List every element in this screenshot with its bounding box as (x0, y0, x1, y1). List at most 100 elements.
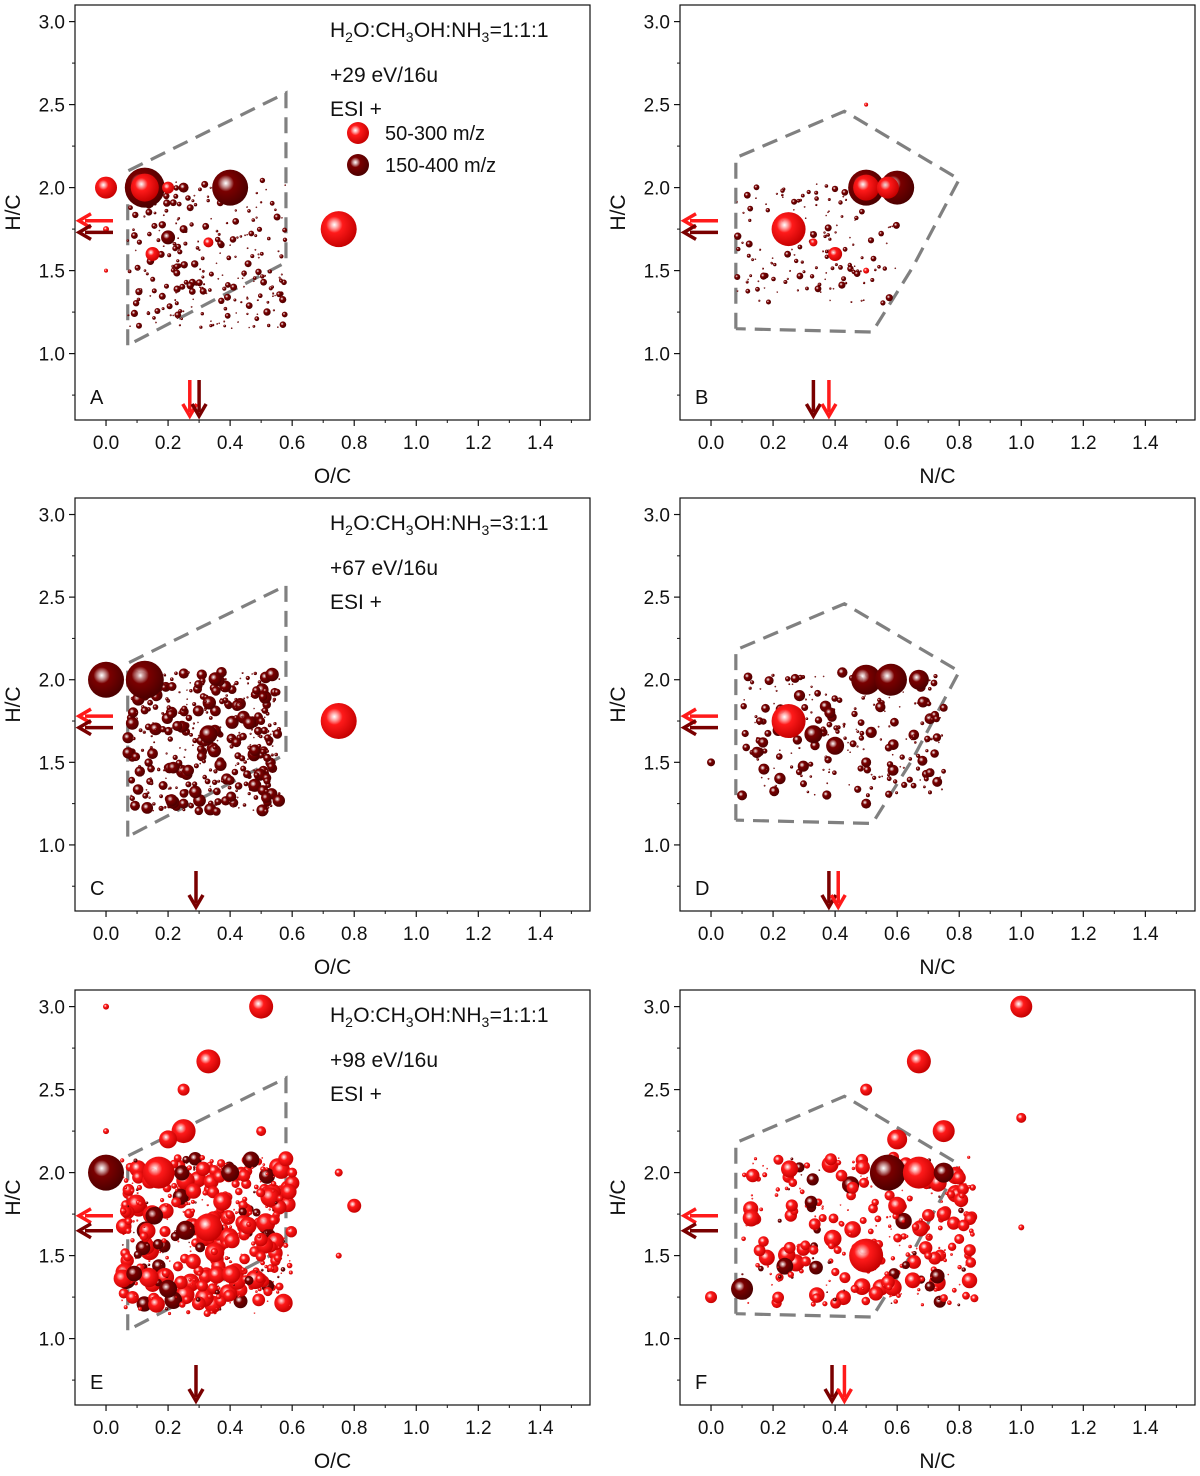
data-point-small (825, 214, 827, 217)
data-point-small (234, 782, 243, 790)
data-point-small (261, 1169, 264, 1172)
data-point-small (760, 272, 768, 280)
data-point-small (188, 288, 196, 295)
data-point-small (919, 1276, 925, 1282)
data-point-small (251, 673, 253, 675)
data-point-small (143, 215, 146, 218)
y-axis-label: H/C (2, 686, 25, 722)
hc-average-arrow (680, 1222, 718, 1240)
data-point (737, 790, 748, 801)
panel-B: 0.0 0.2 0.4 0.6 0.8 1.0 1.2 1.4 1.0 1.5 2.0 2.5 3.0 N… (607, 4, 1196, 488)
x-tick-label: 0.8 (946, 1418, 972, 1439)
data-point-small (139, 1231, 149, 1241)
data-point-small (153, 767, 155, 769)
data-point-small (852, 1160, 855, 1164)
plot-area (74, 989, 591, 1406)
data-point-small (279, 296, 287, 304)
data-point-small (260, 726, 269, 735)
data-point-small (208, 788, 212, 792)
data-point-small (167, 787, 170, 790)
data-point-small (174, 1165, 190, 1181)
data-point-small (252, 809, 255, 811)
data-point-small (184, 730, 190, 735)
data-point-small (207, 1293, 213, 1299)
data-point-small (170, 677, 174, 681)
data-point-small (746, 253, 751, 258)
data-point-small (136, 297, 141, 302)
data-point-small (120, 1158, 125, 1163)
data-point-small (877, 265, 881, 269)
data-point-small (849, 751, 851, 753)
data-point-small (138, 770, 141, 773)
data-point-small (155, 225, 158, 228)
data-point-small (257, 253, 260, 256)
data-point-small (244, 260, 252, 268)
mixture-label: H2 O:CH3 OH:NH3 =3:1:1 (330, 512, 549, 538)
data-point-small (257, 680, 262, 684)
data-point-small (747, 278, 749, 281)
data-point-small (247, 792, 251, 796)
data-point-small (201, 275, 205, 279)
y-tick-label: 2.0 (644, 179, 670, 200)
data-point-small (772, 1291, 784, 1304)
data-point-small (910, 782, 917, 789)
data-point-small (190, 1208, 196, 1214)
data-point-small (745, 288, 751, 294)
data-point-small (133, 1231, 135, 1234)
data-point-small (195, 1242, 206, 1253)
data-point-small (800, 193, 805, 198)
x-tick-label: 1.2 (1070, 924, 1096, 945)
data-point-small (198, 248, 201, 251)
data-point-small (814, 196, 819, 201)
data-point-small (195, 279, 203, 287)
data-point-small (204, 708, 207, 712)
data-point-small (842, 1251, 846, 1256)
data-point (159, 1130, 178, 1149)
data-point-small (253, 1312, 256, 1314)
data-point-small (213, 769, 215, 772)
data-point-small (832, 287, 835, 290)
data-point-small (280, 1272, 283, 1274)
y-tick-label: 2.0 (644, 671, 670, 692)
data-point-small (741, 1273, 744, 1276)
data-point-small (911, 734, 917, 739)
data-point-small (145, 208, 153, 216)
data-point-small (145, 1201, 149, 1205)
data-point-small (138, 765, 141, 768)
data-point-small (791, 248, 793, 251)
data-point-small (890, 1302, 893, 1304)
data-point-small (840, 215, 844, 218)
data-point-small (814, 689, 821, 697)
data-point-small (744, 1212, 746, 1214)
data-point-small (267, 762, 276, 771)
data-point-small (867, 1228, 874, 1235)
data-point-small (925, 740, 928, 743)
data-point-small (255, 206, 258, 209)
data-point-small (806, 189, 811, 195)
data-point-small (923, 785, 926, 789)
data-point-small (189, 733, 194, 737)
data-point-small (797, 760, 809, 772)
data-point-small (759, 688, 762, 690)
data-point-small (164, 726, 173, 736)
data-point (199, 725, 218, 744)
data-point-small (137, 268, 140, 271)
data-point-small (828, 768, 831, 771)
data-point-small (751, 1197, 754, 1200)
data-point-small (757, 280, 760, 283)
data-point-small (265, 769, 269, 774)
data-point-small (224, 312, 231, 319)
data-point-small (849, 236, 851, 239)
data-point-small (780, 188, 785, 193)
data-point-small (827, 211, 829, 214)
data-point-small (217, 232, 221, 236)
data-point (932, 1120, 955, 1143)
data-point-small (202, 774, 207, 780)
y-tick-label: 1.5 (644, 753, 670, 774)
data-point-small (751, 746, 763, 759)
data-point-small (197, 734, 200, 737)
data-point-small (849, 740, 857, 748)
x-tick-label: 0.2 (760, 924, 786, 945)
data-point-small (172, 314, 174, 317)
data-point-small (800, 774, 803, 778)
